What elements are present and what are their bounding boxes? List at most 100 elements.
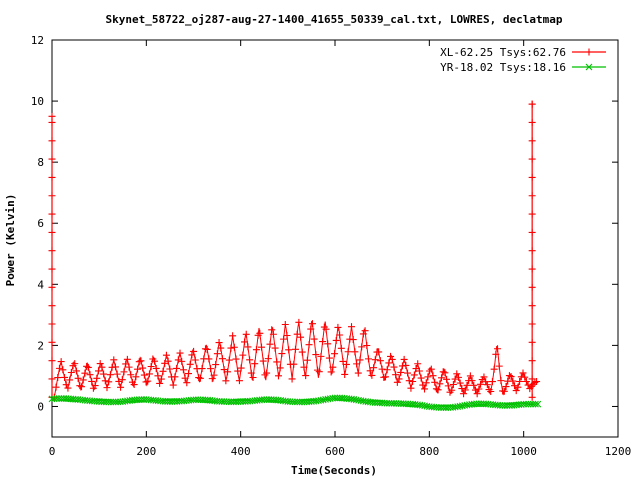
series-xl-spike-point [48,173,56,181]
series-xl-point [409,378,417,386]
series-xl-point [95,367,103,375]
series-xl-point [463,381,471,389]
series-xl-point [142,378,150,386]
series-xl-point [106,371,114,379]
legend-label: XL-62.25 Tsys:62.76 [440,46,566,59]
series-xl-point [83,362,91,370]
series-xl-point [135,358,143,366]
series-xl-spike-point [48,283,56,291]
series-xl-point [64,384,72,392]
series-xl-point [171,373,179,381]
series-xl-point [190,347,198,355]
series-xl-point [78,383,86,391]
series-xl-spike-point [528,118,536,126]
series-xl-spike-point [48,302,56,310]
series-xl-point [203,345,211,353]
series-xl-point [61,373,69,381]
series-xl-spike-point [48,375,56,383]
series-xl-point [186,360,194,368]
series-xl-spike-point [528,283,536,291]
series-xl-point [208,375,216,383]
series-xl-point [54,374,62,382]
series-xl-point [429,372,437,380]
series-xl-point [308,320,316,328]
series-xl-spike-point [528,228,536,236]
series-xl-point [507,373,515,381]
y-axis-label: Power (Kelvin) [4,194,17,287]
series-xl-point [388,355,396,363]
series-xl-point [492,350,500,358]
series-xl-point [522,378,530,386]
series-xl-point [215,339,223,347]
series-xl-point [227,344,235,352]
series-xl-point [88,377,96,385]
series-xl-point [127,371,135,379]
series-xl-point [407,384,415,392]
y-tick-label: 6 [37,217,44,230]
series-layer [48,100,542,412]
series-xl-point [325,354,333,362]
series-xl-point [224,368,232,376]
series-xl-point [156,379,164,387]
series-xl-point [385,359,393,367]
x-tick-label: 600 [325,445,345,458]
x-tick-label: 1000 [510,445,537,458]
series-xl-point [162,351,170,359]
series-xl-spike-point [528,338,536,346]
series-xl-spike-point [48,265,56,273]
series-xl-point [519,369,527,377]
series-xl-point [436,380,444,388]
series-xl-point [290,360,298,368]
y-tick-label: 8 [37,156,44,169]
series-xl-point [230,343,238,351]
series-xl-point [62,381,70,389]
series-xl-point [439,368,447,376]
series-xl-point [276,364,284,372]
series-xl-point [487,388,495,396]
series-xl-point [514,383,522,391]
series-xl-point [55,364,63,372]
series-xl-point [344,348,352,356]
series-xl-point [470,381,478,389]
axis-ticks: 0 200 400 600 800 1000 1200 0 2 4 6 8 10 12 [31,34,632,458]
series-xl-point [139,364,147,372]
series-xl-point [79,376,87,384]
series-xl-point [471,386,479,394]
series-xl-point [500,387,508,395]
series-xl-point [235,377,243,385]
series-xl-point [505,372,513,380]
series-xl-point [154,372,162,380]
series-xl-point [482,378,490,386]
series-xl-point [140,371,148,379]
series-xl-point [258,343,266,351]
series-xl-point [259,357,267,365]
series-xl-point [103,384,111,392]
series-xl-spike-point [528,247,536,255]
legend-marker [585,48,593,56]
series-xl-point [354,369,362,377]
series-xl-point [234,367,242,375]
series-xl-point [137,357,145,365]
series-xl-point [207,365,215,373]
series-xl-point [331,350,339,358]
series-xl-point [303,356,311,364]
y-tick-label: 0 [37,400,44,413]
series-xl-point [329,363,337,371]
series-xl-point [239,351,247,359]
series-xl-point [247,369,255,377]
series-xl-point [174,356,182,364]
series-xl-point [324,340,332,348]
series-xl-point [52,383,60,391]
series-xl-point [232,355,240,363]
series-xl-point [533,378,541,386]
series-xl-point [449,380,457,388]
series-xl-point [342,360,350,368]
series-xl-point [466,372,474,380]
series-xl-point [468,377,476,385]
series-xl-point [297,333,305,341]
series-xl-point [375,348,383,356]
series-xl-point [312,351,320,359]
series-xl-point [390,363,398,371]
series-xl-point [113,370,121,378]
series-xl-point [100,370,108,378]
